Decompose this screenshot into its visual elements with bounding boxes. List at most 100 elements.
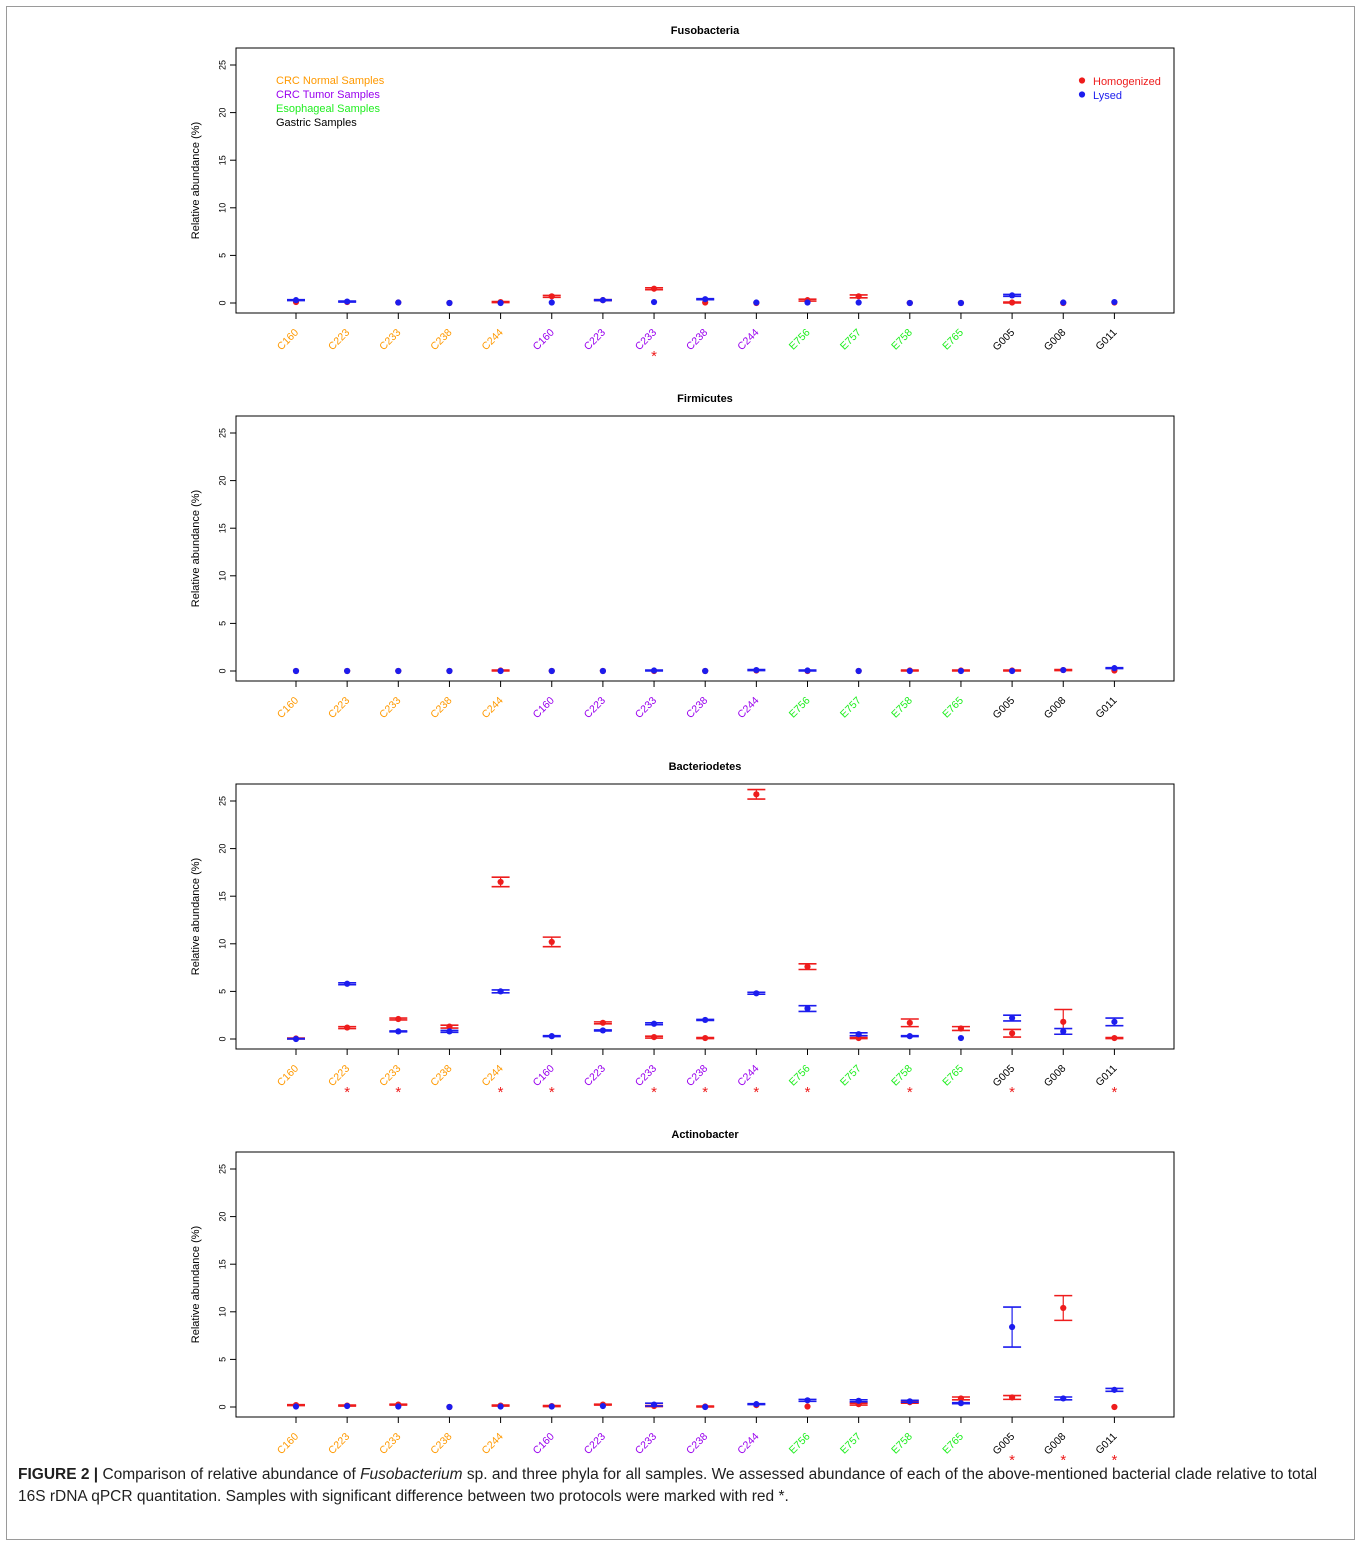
lysed-point xyxy=(1009,667,1016,675)
lysed-point xyxy=(292,1035,300,1043)
y-tick-label: 0 xyxy=(217,1404,227,1409)
significance-marker: * xyxy=(702,1084,708,1101)
x-tick-label: E757 xyxy=(838,695,864,721)
method-legend-entry: Homogenized xyxy=(1093,76,1161,88)
y-tick-label: 25 xyxy=(217,428,227,438)
homogenized-point xyxy=(1060,1018,1067,1025)
x-tick-label: G005 xyxy=(991,327,1018,354)
lysed-point xyxy=(855,1397,862,1404)
lysed-point xyxy=(804,1005,811,1012)
lysed-point xyxy=(395,299,402,306)
x-tick-label: E758 xyxy=(889,327,915,353)
lysed-point xyxy=(957,1034,965,1042)
lysed-point xyxy=(650,1401,658,1408)
y-axis-label: Relative abundance (%) xyxy=(190,122,202,239)
x-tick-label: C160 xyxy=(531,695,557,721)
lysed-point xyxy=(855,1031,862,1038)
significance-marker: * xyxy=(1111,1452,1117,1460)
figure-caption: FIGURE 2 | Comparison of relative abunda… xyxy=(18,1464,1338,1508)
lysed-point xyxy=(650,667,658,674)
x-tick-label: E765 xyxy=(940,1063,966,1089)
lysed-point xyxy=(599,1402,607,1410)
y-axis-label: Relative abundance (%) xyxy=(190,1226,202,1343)
significance-marker: * xyxy=(651,348,657,365)
y-tick-label: 15 xyxy=(217,891,227,901)
homogenized-point xyxy=(599,1019,607,1026)
lysed-point xyxy=(957,299,965,307)
significance-marker: * xyxy=(651,1084,657,1101)
x-tick-label: C223 xyxy=(326,1431,352,1457)
y-tick-label: 0 xyxy=(217,300,227,305)
significance-marker: * xyxy=(907,1084,913,1101)
x-tick-label: C160 xyxy=(275,327,301,353)
lysed-point xyxy=(548,1033,555,1040)
homogenized-point xyxy=(1111,1034,1118,1042)
lysed-point xyxy=(344,298,351,305)
significance-marker: * xyxy=(498,1084,504,1101)
significance-marker: * xyxy=(1111,1084,1117,1101)
lysed-point xyxy=(1060,299,1067,306)
lysed-point xyxy=(855,667,862,675)
x-tick-label: C238 xyxy=(428,1431,454,1457)
plot-frame xyxy=(235,1151,1175,1418)
x-tick-label: C244 xyxy=(479,695,505,721)
homogenized-point xyxy=(650,1033,658,1041)
homogenized-point xyxy=(497,878,504,886)
x-tick-label: G008 xyxy=(1042,695,1069,722)
chart-title: Firmicutes xyxy=(677,393,733,405)
lysed-point xyxy=(395,1028,402,1035)
x-tick-label: C238 xyxy=(684,1431,710,1457)
y-tick-label: 10 xyxy=(217,203,227,213)
x-tick-label: C160 xyxy=(275,695,301,721)
group-legend-entry: Gastric Samples xyxy=(276,117,357,129)
x-tick-label: C244 xyxy=(735,327,761,353)
lysed-point xyxy=(957,667,965,675)
lysed-point xyxy=(753,299,760,306)
homogenized-point xyxy=(1111,1403,1118,1411)
lysed-point xyxy=(599,1027,607,1034)
x-tick-label: C223 xyxy=(326,695,352,721)
y-tick-label: 20 xyxy=(217,1212,227,1222)
x-tick-label: E765 xyxy=(940,1431,966,1457)
lysed-point xyxy=(702,1016,709,1024)
chart-title: Bacteriodetes xyxy=(669,761,742,773)
homogenized-point xyxy=(957,1395,965,1402)
x-tick-label: C233 xyxy=(633,1431,659,1457)
y-tick-label: 5 xyxy=(217,989,227,994)
y-tick-label: 5 xyxy=(217,253,227,258)
y-tick-label: 20 xyxy=(217,476,227,486)
lysed-point xyxy=(804,1397,811,1404)
lysed-point xyxy=(344,1402,351,1410)
x-tick-label: C244 xyxy=(479,327,505,353)
y-tick-label: 5 xyxy=(217,621,227,626)
lysed-point xyxy=(446,299,453,307)
lysed-point xyxy=(497,299,504,307)
x-tick-label: G011 xyxy=(1093,695,1119,721)
lysed-point xyxy=(446,1403,453,1411)
lysed-point xyxy=(804,667,811,674)
lysed-point xyxy=(702,1403,709,1411)
x-tick-label: C238 xyxy=(428,327,454,353)
significance-marker: * xyxy=(1060,1452,1066,1460)
lysed-point xyxy=(1111,1386,1118,1393)
homogenized-point xyxy=(446,1023,453,1030)
lysed-point xyxy=(599,297,607,304)
homogenized-point xyxy=(804,963,811,970)
figure-frame xyxy=(6,6,1355,1540)
lysed-point xyxy=(702,296,709,303)
y-tick-label: 10 xyxy=(217,939,227,949)
y-tick-label: 0 xyxy=(217,668,227,673)
lysed-point xyxy=(1060,666,1067,674)
x-tick-label: G011 xyxy=(1093,327,1119,353)
lysed-legend-marker xyxy=(1078,91,1086,98)
lysed-point xyxy=(1009,292,1016,299)
lysed-point xyxy=(906,1398,913,1405)
lysed-point xyxy=(446,667,453,675)
x-tick-label: C160 xyxy=(275,1063,301,1089)
homogenized-point xyxy=(395,1015,402,1023)
x-tick-label: E756 xyxy=(787,695,813,721)
plot-frame xyxy=(235,47,1175,314)
x-tick-label: C160 xyxy=(531,327,557,353)
lysed-point xyxy=(1009,1323,1016,1331)
x-tick-label: C238 xyxy=(428,1063,454,1089)
